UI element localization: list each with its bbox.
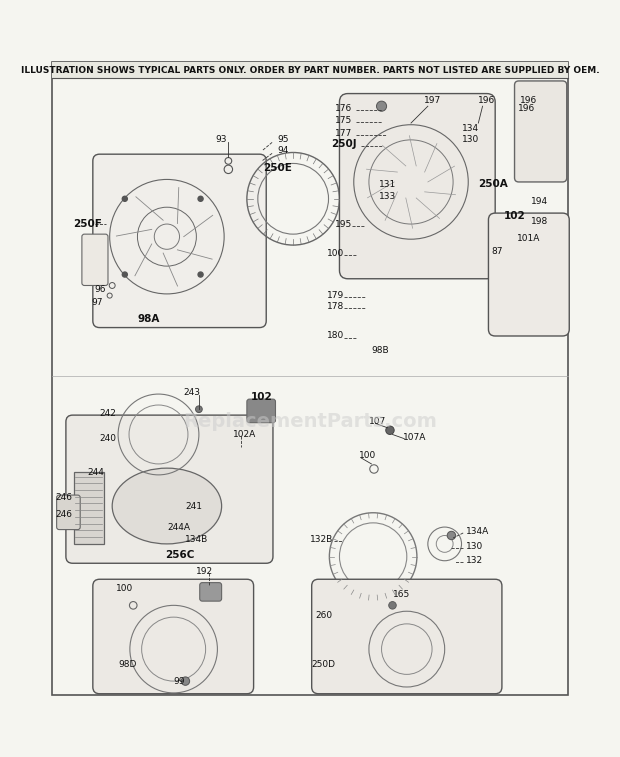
Text: 134: 134 [461, 124, 479, 133]
Bar [51, 62, 569, 79]
Text: 176: 176 [335, 104, 353, 114]
Text: 246: 246 [56, 493, 73, 502]
Text: 244A: 244A [167, 522, 190, 531]
Text: 98A: 98A [138, 314, 160, 324]
Text: 93: 93 [215, 136, 226, 145]
Text: ReplacementParts.com: ReplacementParts.com [183, 413, 437, 431]
FancyBboxPatch shape [489, 213, 569, 336]
Text: 250J: 250J [331, 139, 356, 149]
Text: 260: 260 [315, 611, 332, 620]
Circle shape [447, 531, 456, 540]
FancyBboxPatch shape [247, 399, 275, 422]
Text: 250E: 250E [263, 163, 292, 173]
Text: 198: 198 [531, 217, 549, 226]
Text: 196: 196 [520, 96, 538, 104]
Text: 196: 196 [518, 104, 535, 114]
Text: 97: 97 [91, 298, 103, 307]
Text: 250D: 250D [312, 660, 335, 668]
Ellipse shape [112, 468, 221, 544]
Text: 98B: 98B [371, 346, 389, 355]
Text: 179: 179 [327, 291, 344, 300]
Text: 96: 96 [94, 285, 106, 294]
Text: 101A: 101A [517, 234, 541, 243]
Circle shape [386, 426, 394, 435]
Text: 240: 240 [100, 435, 117, 443]
Text: 133: 133 [379, 192, 396, 201]
Text: 100: 100 [327, 249, 344, 258]
FancyBboxPatch shape [93, 579, 254, 693]
FancyBboxPatch shape [340, 94, 495, 279]
Text: 102: 102 [503, 210, 525, 220]
Text: 250F: 250F [73, 219, 102, 229]
Text: 256C: 256C [165, 550, 195, 560]
Text: 131: 131 [379, 180, 396, 189]
Text: ILLUSTRATION SHOWS TYPICAL PARTS ONLY. ORDER BY PART NUMBER. PARTS NOT LISTED AR: ILLUSTRATION SHOWS TYPICAL PARTS ONLY. O… [20, 66, 600, 74]
Text: 244: 244 [88, 468, 105, 477]
Text: 246: 246 [56, 510, 73, 519]
Text: 178: 178 [327, 302, 344, 311]
Circle shape [198, 196, 203, 201]
Text: 102A: 102A [232, 430, 256, 439]
Text: 243: 243 [184, 388, 201, 397]
FancyBboxPatch shape [312, 579, 502, 693]
Text: 132B: 132B [310, 535, 334, 544]
Text: 195: 195 [335, 220, 353, 229]
FancyBboxPatch shape [56, 495, 80, 530]
Text: 107: 107 [369, 417, 386, 426]
Text: 241: 241 [185, 502, 202, 510]
Text: 194: 194 [531, 197, 549, 206]
Text: 98D: 98D [118, 660, 136, 668]
Text: 134A: 134A [466, 527, 489, 536]
Bar [74, 472, 104, 544]
Circle shape [122, 272, 127, 277]
Text: 100: 100 [117, 584, 134, 593]
Text: 242: 242 [100, 409, 117, 418]
Circle shape [122, 196, 127, 201]
Text: 165: 165 [392, 590, 410, 599]
Text: 107A: 107A [402, 432, 426, 441]
Text: 132: 132 [466, 556, 483, 565]
FancyBboxPatch shape [82, 234, 108, 285]
Text: 130: 130 [461, 136, 479, 145]
Circle shape [376, 101, 387, 111]
Text: 102: 102 [251, 391, 273, 402]
Text: 94: 94 [277, 146, 288, 155]
Text: 95: 95 [277, 136, 289, 145]
Text: 134B: 134B [185, 535, 209, 544]
Text: 197: 197 [423, 96, 441, 104]
Text: 100: 100 [359, 451, 376, 460]
FancyBboxPatch shape [93, 154, 266, 328]
Text: 99: 99 [174, 677, 185, 686]
Circle shape [181, 677, 190, 685]
Circle shape [195, 406, 202, 413]
Text: 192: 192 [197, 567, 213, 576]
Text: 250A: 250A [479, 179, 508, 189]
FancyBboxPatch shape [66, 415, 273, 563]
Text: 177: 177 [335, 129, 353, 138]
FancyBboxPatch shape [200, 583, 221, 601]
Text: 87: 87 [491, 248, 502, 257]
Circle shape [389, 602, 396, 609]
Text: 180: 180 [327, 332, 344, 341]
Text: 196: 196 [479, 96, 495, 104]
FancyBboxPatch shape [515, 81, 567, 182]
Text: 175: 175 [335, 116, 353, 125]
Text: 130: 130 [466, 542, 483, 551]
Circle shape [198, 272, 203, 277]
